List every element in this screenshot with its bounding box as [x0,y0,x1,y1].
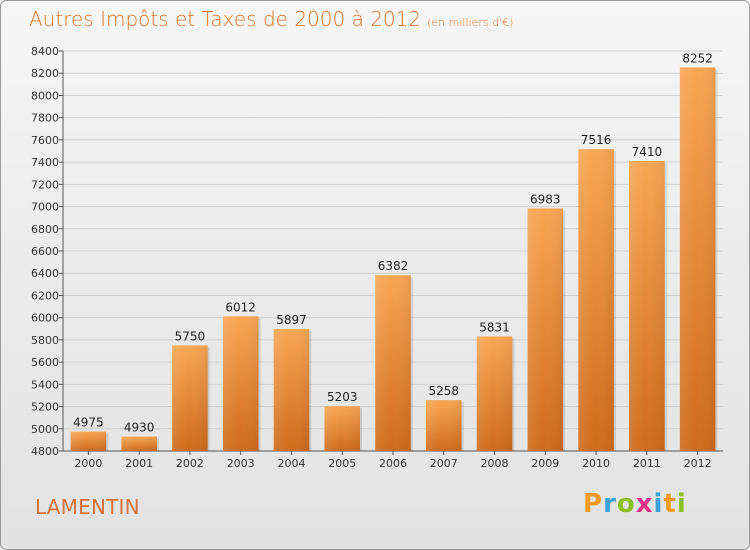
logo-letter: t [663,489,677,519]
bars [70,67,718,451]
y-tick-label: 6400 [31,267,59,280]
y-tick-label: 6600 [31,245,59,258]
y-tick-label: 6800 [31,223,59,236]
x-tick-label: 2006 [379,457,407,470]
y-tick-label: 7800 [31,112,59,125]
y-tick-label: 5200 [31,401,59,414]
bar-highlight [273,329,310,451]
bar-highlight [172,345,208,451]
y-tick-label: 8000 [31,89,59,102]
bar-highlight [426,400,462,451]
bar-value-label: 5258 [428,384,459,398]
y-tick-label: 7000 [31,201,59,214]
logo-letter: P [583,489,604,519]
bar-highlight [375,275,411,451]
bar-value-label: 5831 [479,320,510,334]
bar-value-label: 7516 [581,133,612,147]
y-tick-label: 5400 [31,378,59,391]
x-tick-label: 2007 [430,457,458,470]
bar-value-label: 8252 [682,51,713,65]
x-tick-label: 2009 [531,457,559,470]
x-tick-label: 2000 [74,457,102,470]
x-tick-label: 2001 [125,457,153,470]
chart-title: Autres Impôts et Taxes de 2000 à 2012 (en… [29,7,513,31]
logo-letter: i [653,489,664,519]
bar-highlight [70,431,107,451]
proxiti-logo: Proxiti [583,489,687,519]
bar-value-label: 5897 [276,313,307,327]
bar-highlight [679,67,716,451]
bar-value-label: 6382 [378,259,409,273]
bar-highlight [324,406,360,451]
x-tick-label: 2011 [633,457,661,470]
y-tick-label: 5600 [31,356,59,369]
bar-value-label: 7410 [632,145,663,159]
logo-letter: o [616,489,636,519]
bar-value-label: 5750 [175,329,206,343]
x-tick-label: 2012 [684,457,712,470]
logo-letter: r [603,489,617,519]
bar-highlight [527,208,564,451]
y-tick-label: 8200 [31,67,59,80]
chart-unit: (en milliers d'€) [427,16,514,29]
data-labels: 4975 4930 5750 6012 5897 5203 6382 5258 5831 6983… [73,51,713,434]
bar-highlight [121,436,157,451]
bar-highlight [222,316,259,451]
y-tick-label: 5800 [31,334,59,347]
y-tick-label: 6000 [31,312,59,325]
y-tick-label: 7400 [31,156,59,169]
bar-value-label: 4975 [73,416,104,430]
bar-highlight [578,149,614,451]
y-tick-label: 7600 [31,134,59,147]
x-tick-label: 2005 [328,457,356,470]
bar-value-label: 5203 [327,390,358,404]
bar-value-label: 6983 [530,192,561,206]
y-tick-label: 7200 [31,178,59,191]
bar-value-label: 6012 [225,300,256,314]
commune-name: LAMENTIN [35,495,140,519]
x-tick-label: 2008 [481,457,509,470]
y-tick-label: 5000 [31,423,59,436]
axes: 4800 5000 5200 5400 5600 5800 6000 6200 6400 6600… [31,45,723,470]
x-tick-label: 2010 [582,457,610,470]
x-tick-label: 2002 [176,457,204,470]
chart-title-text: Autres Impôts et Taxes de 2000 à 2012 [29,7,422,31]
x-tick-label: 2004 [277,457,305,470]
x-tick-label: 2003 [227,457,255,470]
bar-highlight [629,161,665,451]
y-tick-label: 6200 [31,289,59,302]
bar-value-label: 4930 [124,421,155,435]
y-tick-label: 8400 [31,45,59,58]
y-tick-label: 4800 [31,445,59,458]
logo-letter: x [635,489,654,519]
bar-highlight [476,336,513,451]
logo-letter: i [676,489,687,519]
